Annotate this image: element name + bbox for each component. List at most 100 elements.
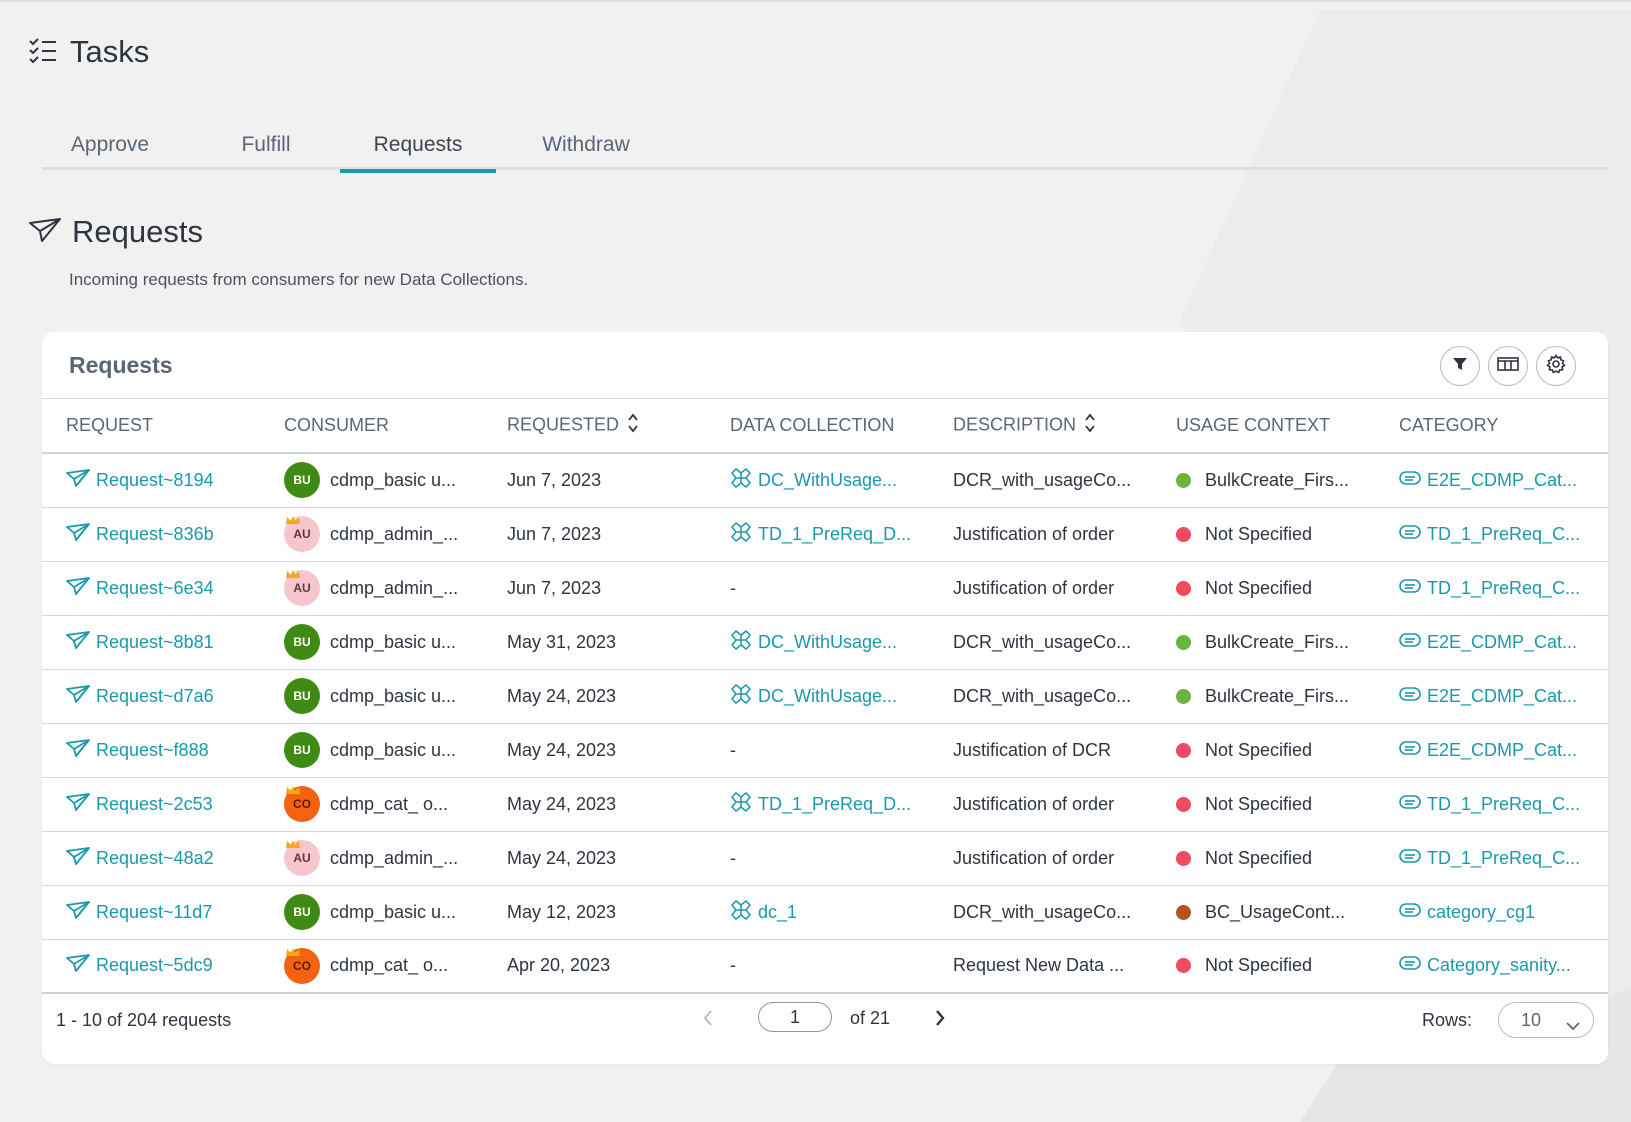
data-collection-cell: - bbox=[706, 831, 929, 886]
category-cell[interactable]: E2E_CDMP_Cat... bbox=[1375, 453, 1608, 508]
data-collection-icon bbox=[730, 467, 752, 494]
request-cell[interactable]: Request~8b81 bbox=[42, 615, 260, 670]
usage-status-dot bbox=[1176, 958, 1191, 974]
column-header-requested[interactable]: REQUESTED bbox=[483, 399, 706, 454]
category-link[interactable]: Category_sanity... bbox=[1427, 955, 1571, 976]
request-link[interactable]: Request~8b81 bbox=[96, 631, 214, 652]
table-row[interactable]: Request~48a2 AU cdmp_admin_... May 24, 2… bbox=[42, 831, 1608, 886]
tab-withdraw[interactable]: Withdraw bbox=[542, 133, 630, 156]
table-row[interactable]: Request~f888 BU cdmp_basic u... May 24, … bbox=[42, 723, 1608, 778]
tab-fulfill[interactable]: Fulfill bbox=[241, 133, 291, 156]
request-cell[interactable]: Request~2c53 bbox=[42, 777, 260, 832]
data-collection-cell: - bbox=[706, 561, 929, 616]
usage-context-cell: BulkCreate_Firs... bbox=[1152, 669, 1375, 724]
settings-button[interactable] bbox=[1536, 346, 1576, 386]
category-link[interactable]: TD_1_PreReq_C... bbox=[1427, 577, 1581, 598]
table-row[interactable]: Request~5dc9 CO cdmp_cat_ o... Apr 20, 2… bbox=[42, 939, 1608, 994]
previous-page-button[interactable] bbox=[702, 1008, 714, 1033]
section-header: Requests bbox=[28, 214, 203, 250]
table-row[interactable]: Request~2c53 CO cdmp_cat_ o... May 24, 2… bbox=[42, 777, 1608, 832]
usage-context-value: Not Specified bbox=[1205, 739, 1313, 760]
request-link[interactable]: Request~6e34 bbox=[96, 577, 214, 598]
request-cell[interactable]: Request~6e34 bbox=[42, 561, 260, 616]
request-link[interactable]: Request~8194 bbox=[96, 469, 214, 490]
category-link[interactable]: E2E_CDMP_Cat... bbox=[1427, 685, 1578, 706]
request-cell[interactable]: Request~f888 bbox=[42, 723, 260, 778]
request-cell[interactable]: Request~11d7 bbox=[42, 885, 260, 940]
data-collection-cell[interactable]: DC_WithUsage... bbox=[706, 615, 929, 670]
data-collection-cell[interactable]: TD_1_PreReq_D... bbox=[706, 507, 929, 562]
chevron-down-icon bbox=[1565, 1015, 1581, 1036]
data-collection-cell[interactable]: DC_WithUsage... bbox=[706, 669, 929, 724]
table-row[interactable]: Request~8194 BU cdmp_basic u... Jun 7, 2… bbox=[42, 453, 1608, 508]
requested-date: May 24, 2023 bbox=[483, 669, 706, 724]
category-cell[interactable]: TD_1_PreReq_C... bbox=[1375, 507, 1608, 562]
tab-requests[interactable]: Requests bbox=[340, 124, 496, 173]
usage-status-dot bbox=[1176, 742, 1191, 758]
table-row[interactable]: Request~11d7 BU cdmp_basic u... May 12, … bbox=[42, 885, 1608, 940]
category-link[interactable]: category_cg1 bbox=[1427, 901, 1536, 922]
avatar-initials: BU bbox=[284, 624, 320, 660]
category-cell[interactable]: TD_1_PreReq_C... bbox=[1375, 777, 1608, 832]
category-cell[interactable]: Category_sanity... bbox=[1375, 939, 1608, 994]
request-link[interactable]: Request~11d7 bbox=[96, 901, 213, 922]
category-link[interactable]: E2E_CDMP_Cat... bbox=[1427, 739, 1578, 760]
usage-context-cell: BulkCreate_Firs... bbox=[1152, 453, 1375, 508]
usage-context-value: Not Specified bbox=[1205, 847, 1313, 868]
request-link[interactable]: Request~48a2 bbox=[96, 847, 214, 868]
category-cell[interactable]: TD_1_PreReq_C... bbox=[1375, 561, 1608, 616]
category-cell[interactable]: TD_1_PreReq_C... bbox=[1375, 831, 1608, 886]
table-row[interactable]: Request~d7a6 BU cdmp_basic u... May 24, … bbox=[42, 669, 1608, 724]
data-collection-icon bbox=[730, 791, 752, 818]
table-row[interactable]: Request~836b AU cdmp_admin_... Jun 7, 20… bbox=[42, 507, 1608, 562]
description-cell: Request New Data ... bbox=[929, 939, 1152, 994]
data-collection-link[interactable]: DC_WithUsage... bbox=[758, 631, 898, 652]
category-cell[interactable]: category_cg1 bbox=[1375, 885, 1608, 940]
request-cell[interactable]: Request~48a2 bbox=[42, 831, 260, 886]
data-collection-cell[interactable]: DC_WithUsage... bbox=[706, 453, 929, 508]
usage-status-dot bbox=[1176, 472, 1191, 488]
request-link[interactable]: Request~f888 bbox=[96, 739, 209, 760]
rows-per-page-select[interactable]: 10 bbox=[1498, 1002, 1594, 1038]
request-cell[interactable]: Request~d7a6 bbox=[42, 669, 260, 724]
request-link[interactable]: Request~2c53 bbox=[96, 793, 213, 814]
requested-date: May 24, 2023 bbox=[483, 723, 706, 778]
columns-button[interactable] bbox=[1488, 346, 1528, 386]
category-link[interactable]: TD_1_PreReq_C... bbox=[1427, 793, 1581, 814]
page-number-input[interactable] bbox=[758, 1002, 832, 1032]
request-cell[interactable]: Request~5dc9 bbox=[42, 939, 260, 994]
column-header-description[interactable]: DESCRIPTION bbox=[929, 399, 1152, 454]
category-link[interactable]: E2E_CDMP_Cat... bbox=[1427, 631, 1578, 652]
tab-approve[interactable]: Approve bbox=[70, 133, 150, 156]
data-collection-link[interactable]: TD_1_PreReq_D... bbox=[758, 793, 912, 814]
table-row[interactable]: Request~6e34 AU cdmp_admin_... Jun 7, 20… bbox=[42, 561, 1608, 616]
category-link[interactable]: E2E_CDMP_Cat... bbox=[1427, 469, 1578, 490]
requests-table: REQUEST CONSUMER REQUESTED DATA COLLECTI… bbox=[42, 399, 1608, 994]
category-link[interactable]: TD_1_PreReq_C... bbox=[1427, 523, 1581, 544]
sort-icon[interactable] bbox=[1084, 411, 1096, 440]
filter-button[interactable] bbox=[1440, 346, 1480, 386]
avatar-initials: AU bbox=[284, 570, 320, 606]
data-collection-link[interactable]: dc_1 bbox=[758, 901, 798, 922]
data-collection-cell[interactable]: dc_1 bbox=[706, 885, 929, 940]
next-page-button[interactable] bbox=[934, 1008, 946, 1033]
crown-icon bbox=[285, 779, 301, 800]
request-link[interactable]: Request~5dc9 bbox=[96, 955, 213, 976]
avatar: BU bbox=[284, 624, 320, 660]
data-collection-cell[interactable]: TD_1_PreReq_D... bbox=[706, 777, 929, 832]
category-cell[interactable]: E2E_CDMP_Cat... bbox=[1375, 669, 1608, 724]
request-link[interactable]: Request~d7a6 bbox=[96, 685, 214, 706]
usage-context-value: Not Specified bbox=[1205, 793, 1313, 814]
data-collection-link[interactable]: TD_1_PreReq_D... bbox=[758, 523, 912, 544]
data-collection-link[interactable]: DC_WithUsage... bbox=[758, 685, 898, 706]
request-cell[interactable]: Request~836b bbox=[42, 507, 260, 562]
category-cell[interactable]: E2E_CDMP_Cat... bbox=[1375, 723, 1608, 778]
request-link[interactable]: Request~836b bbox=[96, 523, 214, 544]
category-link[interactable]: TD_1_PreReq_C... bbox=[1427, 847, 1581, 868]
description-cell: DCR_with_usageCo... bbox=[929, 615, 1152, 670]
data-collection-link[interactable]: DC_WithUsage... bbox=[758, 469, 898, 490]
category-cell[interactable]: E2E_CDMP_Cat... bbox=[1375, 615, 1608, 670]
request-cell[interactable]: Request~8194 bbox=[42, 453, 260, 508]
table-row[interactable]: Request~8b81 BU cdmp_basic u... May 31, … bbox=[42, 615, 1608, 670]
sort-icon[interactable] bbox=[627, 411, 639, 440]
